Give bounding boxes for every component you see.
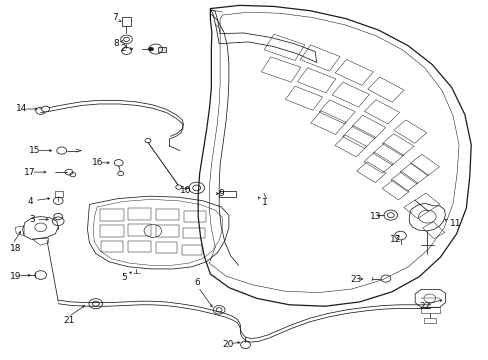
Text: 6: 6: [194, 278, 200, 287]
Text: 8: 8: [114, 39, 120, 48]
Text: 2: 2: [120, 44, 125, 53]
Text: 7: 7: [112, 13, 118, 22]
Text: 20: 20: [222, 340, 233, 349]
Text: 18: 18: [9, 244, 21, 253]
Text: 16: 16: [92, 158, 103, 167]
Text: 19: 19: [10, 271, 22, 280]
Text: 9: 9: [218, 189, 224, 198]
Circle shape: [41, 106, 49, 112]
Text: 15: 15: [29, 146, 41, 155]
Text: 14: 14: [16, 104, 28, 113]
Text: 11: 11: [449, 219, 461, 228]
Circle shape: [148, 47, 153, 51]
Text: 10: 10: [180, 185, 191, 194]
Text: 13: 13: [369, 212, 381, 221]
Text: 23: 23: [350, 275, 362, 284]
Text: 12: 12: [389, 235, 400, 244]
Polygon shape: [158, 47, 165, 51]
Text: 1: 1: [261, 198, 267, 207]
Text: 4: 4: [27, 197, 33, 206]
Text: 5: 5: [122, 273, 127, 282]
Circle shape: [175, 185, 181, 189]
Circle shape: [145, 138, 151, 143]
Text: 21: 21: [63, 316, 74, 325]
Text: 3: 3: [29, 215, 35, 224]
Text: 22: 22: [418, 302, 429, 311]
Text: 17: 17: [24, 168, 36, 177]
